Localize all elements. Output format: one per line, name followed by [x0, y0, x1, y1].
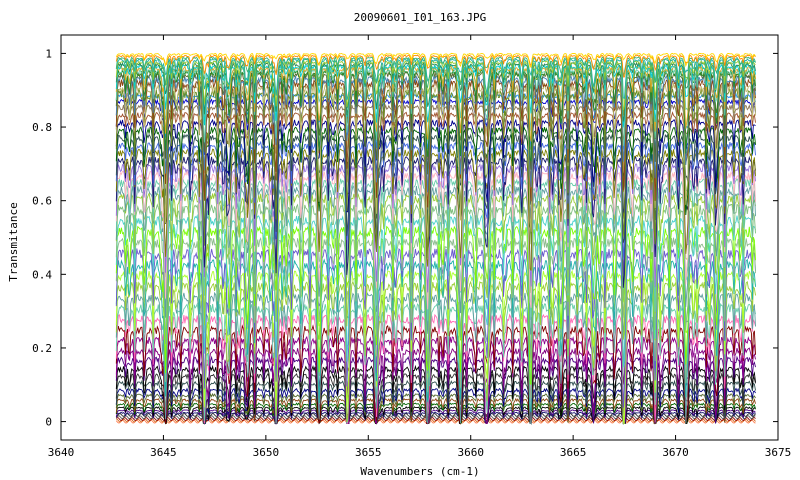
series-line: [115, 77, 756, 208]
series-line: [115, 74, 756, 193]
y-tick-label: 0.2: [32, 342, 52, 355]
y-tick-label: 0.4: [32, 268, 52, 281]
x-tick-label: 3670: [662, 446, 689, 459]
plot-frame: [60, 34, 779, 441]
series-line: [115, 125, 756, 231]
series-line: [115, 61, 756, 122]
x-tick-label: 3675: [765, 446, 792, 459]
x-tick-label: 3665: [560, 446, 587, 459]
series-line: [115, 415, 756, 420]
series-line: [115, 302, 756, 424]
series-line: [115, 98, 756, 168]
series-line: [115, 411, 756, 425]
series-line: [115, 372, 756, 426]
x-axis-label: Wavenumbers (cm-1): [360, 465, 479, 478]
series-line: [116, 416, 756, 422]
series-line: [115, 313, 756, 425]
series-line: [115, 132, 756, 243]
x-tick-label: 3640: [48, 446, 75, 459]
x-axis: 3640 3645 3650 3655 3660 3665 3670 3675: [48, 35, 792, 459]
series-line: [115, 355, 756, 426]
series-line: [115, 118, 756, 214]
series-line: [115, 54, 756, 80]
x-tick-label: 3655: [355, 446, 382, 459]
y-axis: 0 0.2 0.4 0.6 0.8 1: [32, 47, 778, 429]
series-line: [115, 214, 756, 368]
series-line: [115, 409, 756, 425]
series-line: [115, 280, 756, 424]
series-line: [115, 346, 756, 424]
series-line: [115, 111, 756, 193]
series-line: [115, 184, 756, 335]
series-line: [115, 335, 756, 425]
series-line: [115, 405, 756, 425]
series-line: [115, 191, 756, 340]
series-line: [115, 269, 756, 423]
series-line: [115, 155, 756, 288]
y-axis-label: Transmitance: [7, 202, 20, 281]
series-line: [115, 62, 756, 128]
series-line: [115, 397, 756, 426]
series-line: [115, 140, 756, 260]
y-tick-label: 0: [45, 416, 52, 429]
chart-title: 20090601_I01_163.JPG: [354, 11, 486, 24]
series-line: [115, 59, 756, 110]
y-tick-label: 1: [45, 47, 52, 60]
series-group: [115, 52, 756, 426]
series-line: [115, 103, 756, 181]
x-tick-label: 3645: [150, 446, 177, 459]
series-line: [115, 386, 756, 425]
y-tick-label: 0.6: [32, 195, 52, 208]
series-line: [115, 52, 756, 68]
x-tick-label: 3650: [253, 446, 280, 459]
series-line: [115, 162, 756, 293]
series-line: [115, 57, 756, 101]
series-line: [115, 379, 756, 425]
series-line: [115, 236, 756, 399]
y-tick-label: 0.8: [32, 121, 52, 134]
series-line: [115, 402, 756, 425]
series-line: [115, 247, 756, 408]
x-tick-label: 3660: [457, 446, 484, 459]
series-line: [115, 202, 756, 362]
series-line: [115, 392, 756, 425]
